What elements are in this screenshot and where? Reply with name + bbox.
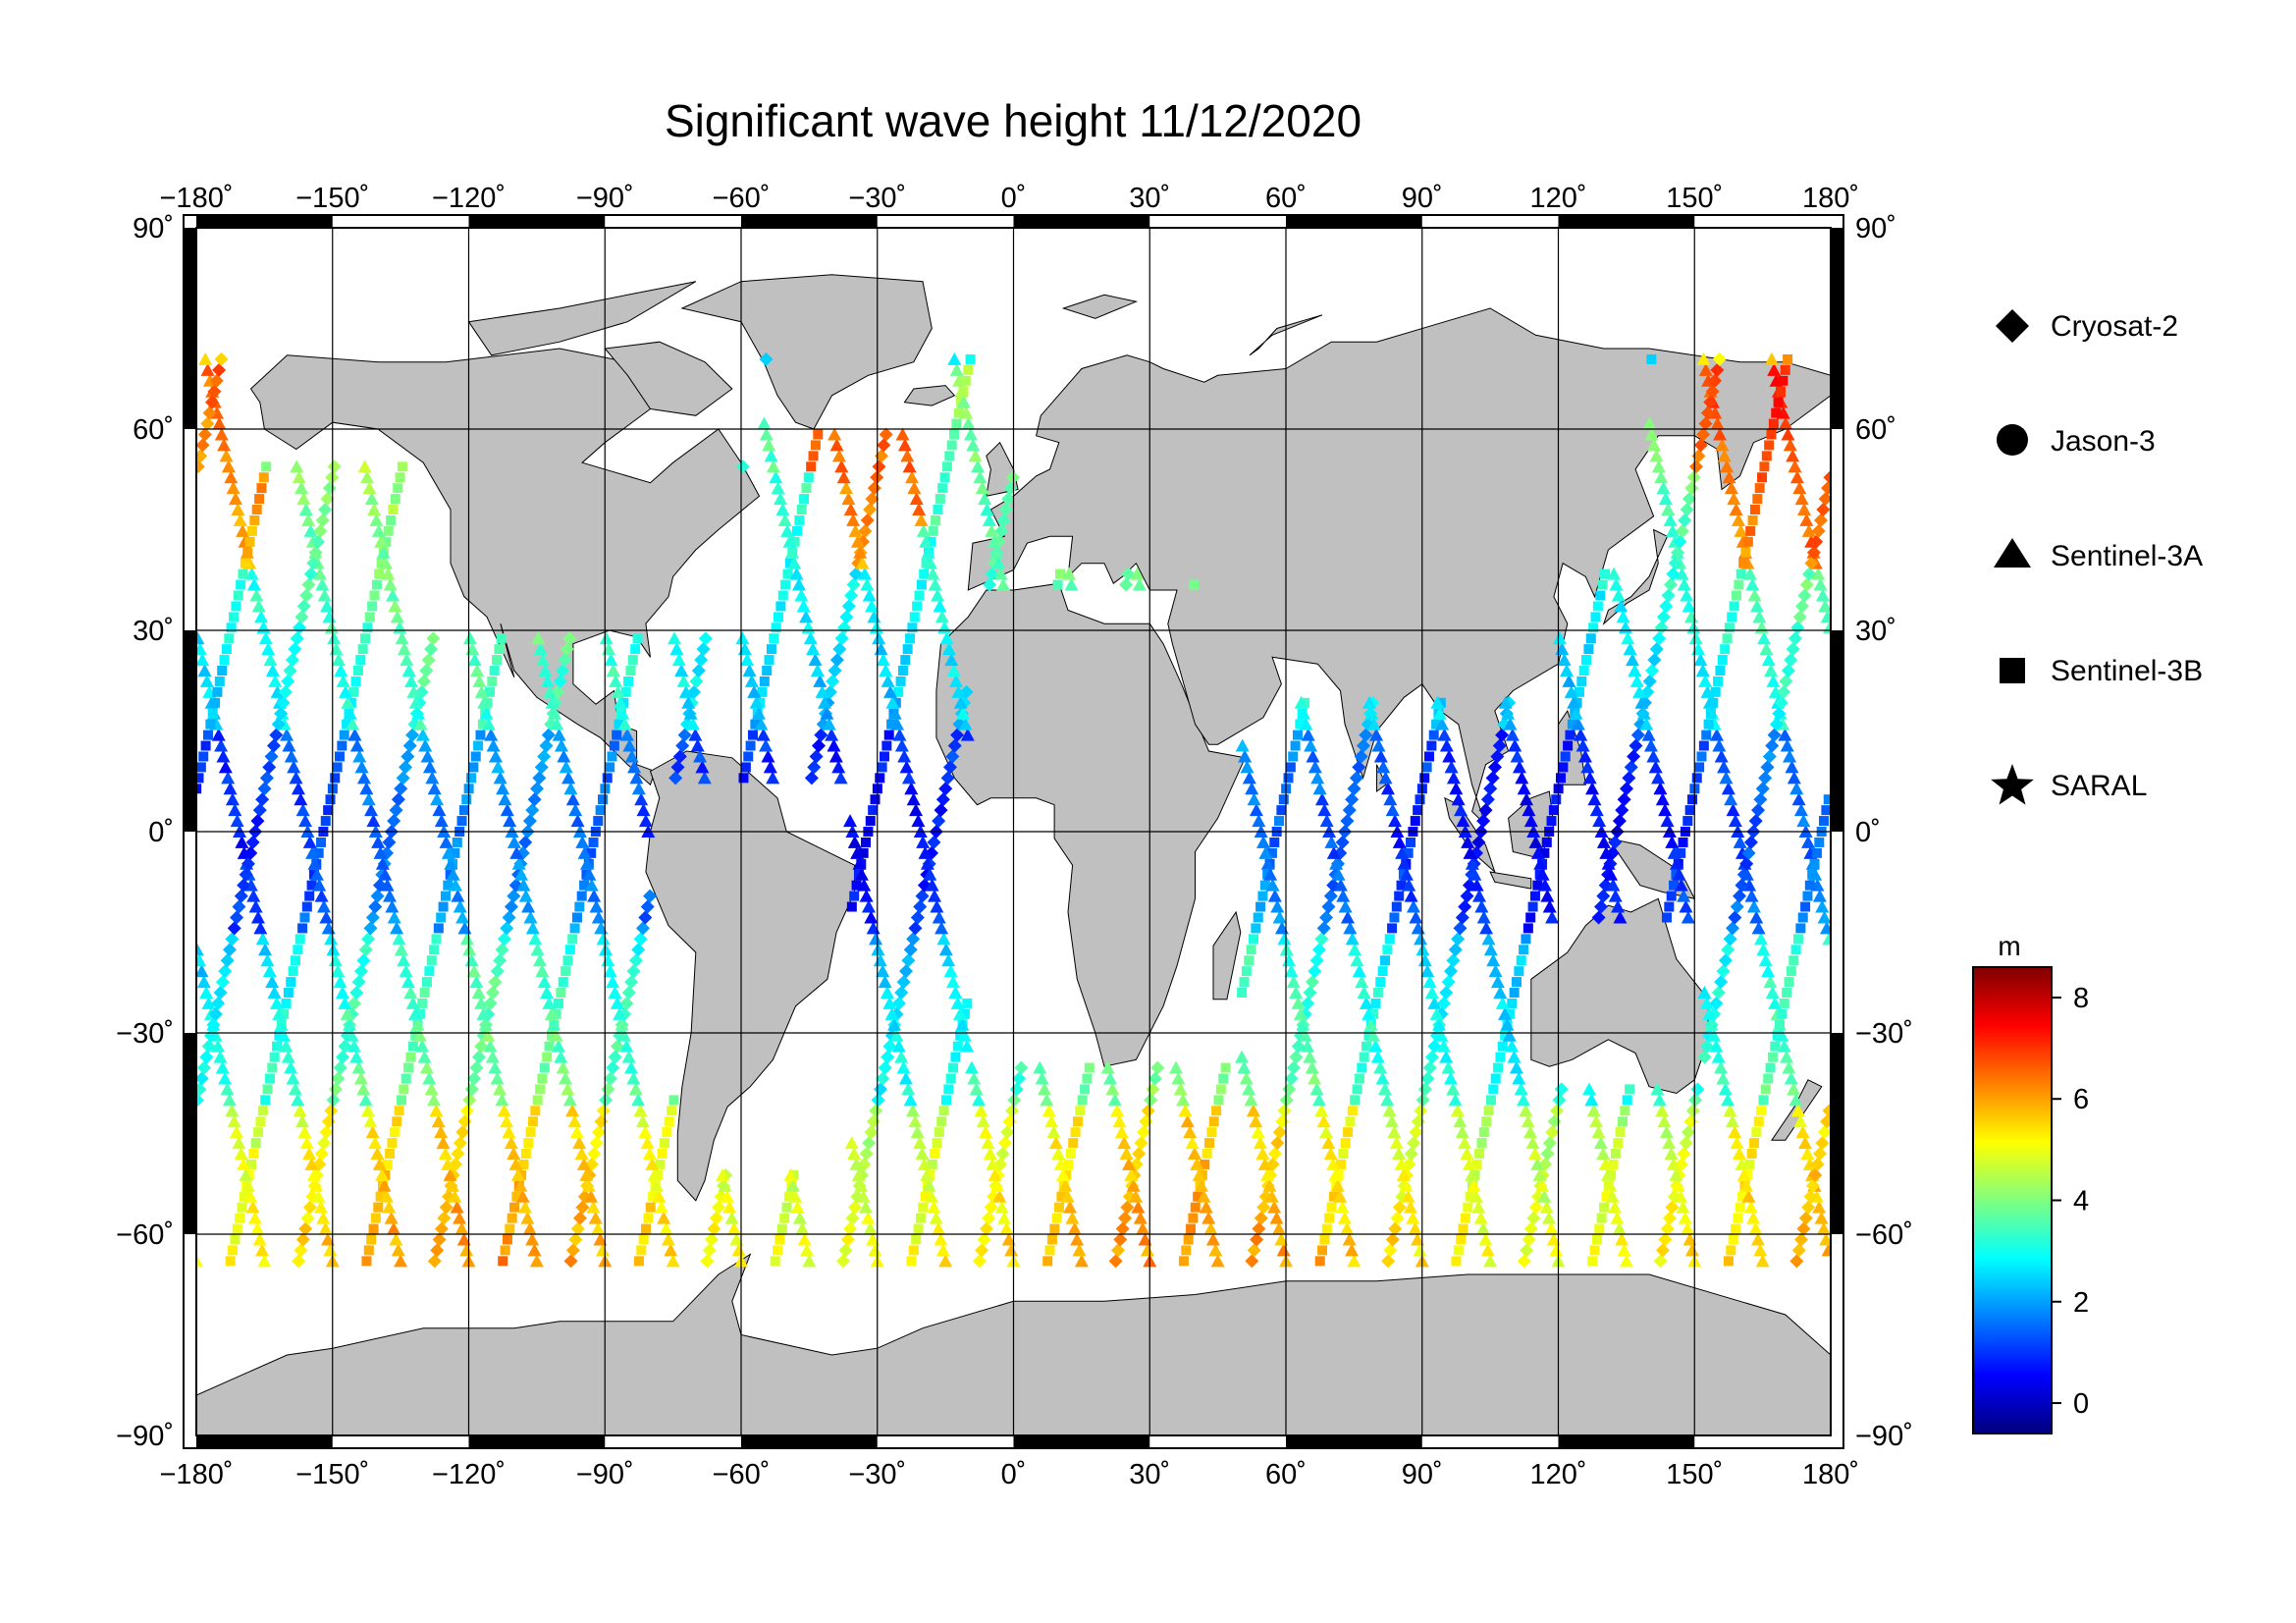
legend-item-saral: SARAL <box>1991 764 2147 805</box>
chart-title: Significant wave height 11/12/2020 <box>665 95 1362 146</box>
frame-segment-bottom <box>741 1435 878 1448</box>
frame-segment-right <box>1831 630 1843 832</box>
land-greenland <box>680 274 933 430</box>
frame-segment-bottom <box>468 1435 606 1448</box>
legend-label-sentinel-3a: Sentinel-3A <box>2051 540 2203 572</box>
legend-item-cryosat-2: Cryosat-2 <box>1996 309 2178 343</box>
frame-segment-top <box>741 215 878 228</box>
legend-label-cryosat-2: Cryosat-2 <box>2051 310 2178 343</box>
legend-label-sentinel-3b: Sentinel-3B <box>2051 655 2203 687</box>
lon-tick-label-bottom: 90˚ <box>1402 1459 1443 1490</box>
frame-segment-top <box>1558 215 1695 228</box>
colorbar-tick-label: 0 <box>2073 1388 2089 1420</box>
land-novaya-zemlya <box>1249 314 1323 356</box>
legend-item-sentinel-3a: Sentinel-3A <box>1994 538 2203 572</box>
lon-tick-label-bottom: 60˚ <box>1265 1459 1307 1490</box>
triangle-marker-icon <box>1994 538 2031 568</box>
lon-tick-label-bottom: −30˚ <box>848 1459 906 1490</box>
lon-tick-label-bottom: −120˚ <box>432 1459 506 1490</box>
land-canadian-archipelago <box>467 281 697 356</box>
lat-tick-label-right: 0˚ <box>1855 817 1881 848</box>
lat-tick-label-left: −30˚ <box>116 1018 174 1050</box>
frame-segment-top <box>196 215 333 228</box>
lon-tick-label-top: −120˚ <box>432 183 506 214</box>
colorbar: m 0 2 4 6 8 <box>1972 931 2089 1434</box>
lat-tick-label-right: 30˚ <box>1855 616 1896 647</box>
frame-segment-bottom <box>196 1435 333 1448</box>
land-svalbard <box>1061 294 1139 319</box>
lat-tick-label-right: −30˚ <box>1855 1018 1913 1050</box>
satellite-tracks <box>196 352 1831 1269</box>
colorbar-tick-label: 2 <box>2073 1287 2089 1319</box>
lon-tick-label-top: −150˚ <box>295 183 369 214</box>
lat-tick-label-left: 60˚ <box>133 414 174 446</box>
frame-segment-top <box>1013 215 1150 228</box>
lon-tick-label-bottom: 120˚ <box>1529 1459 1586 1490</box>
lat-tick-label-left: −60˚ <box>116 1219 174 1251</box>
frame-segment-right <box>1831 228 1843 429</box>
lon-tick-label-bottom: 30˚ <box>1129 1459 1170 1490</box>
frame-segment-left <box>184 630 196 832</box>
lat-tick-label-right: −90˚ <box>1855 1421 1913 1452</box>
lon-tick-label-bottom: −150˚ <box>295 1459 369 1490</box>
star-marker-icon <box>1991 764 2034 805</box>
lon-tick-label-top: −90˚ <box>576 183 634 214</box>
lon-tick-label-top: −60˚ <box>713 183 771 214</box>
land-java <box>1489 871 1532 890</box>
legend-item-jason-3: Jason-3 <box>1997 424 2156 458</box>
lon-tick-label-top: 180˚ <box>1802 183 1859 214</box>
lon-tick-label-top: −180˚ <box>160 183 234 214</box>
lon-tick-label-bottom: 150˚ <box>1666 1459 1723 1490</box>
lon-tick-label-top: −30˚ <box>848 183 906 214</box>
frame-segment-bottom <box>1013 1435 1150 1448</box>
lon-tick-label-top: 90˚ <box>1402 183 1443 214</box>
frame-segment-top <box>468 215 606 228</box>
colorbar-unit-label: m <box>1998 931 2020 961</box>
frame-segment-left <box>184 1033 196 1234</box>
lon-tick-label-bottom: −60˚ <box>713 1459 771 1490</box>
lat-tick-label-left: 0˚ <box>148 817 174 848</box>
lon-tick-label-bottom: −180˚ <box>160 1459 234 1490</box>
lon-tick-label-bottom: 180˚ <box>1802 1459 1859 1490</box>
colorbar-tick-label: 6 <box>2073 1084 2089 1115</box>
lon-tick-label-top: 150˚ <box>1666 183 1723 214</box>
lon-tick-label-bottom: 0˚ <box>1001 1459 1027 1490</box>
colorbar-ticks: 0 2 4 6 8 <box>2052 983 2089 1420</box>
satellite-legend: Cryosat-2 Jason-3 Sentinel-3A Sentinel-3… <box>1991 309 2203 805</box>
land-baffin-island <box>604 341 733 416</box>
lon-tick-label-top: 0˚ <box>1001 183 1027 214</box>
legend-item-sentinel-3b: Sentinel-3B <box>2000 655 2203 687</box>
map-frame <box>183 214 1844 1449</box>
colorbar-gradient <box>1972 966 2053 1434</box>
lat-tick-label-left: 30˚ <box>133 616 174 647</box>
legend-label-jason-3: Jason-3 <box>2051 425 2156 458</box>
lat-tick-label-right: −60˚ <box>1855 1219 1913 1251</box>
lat-tick-label-left: −90˚ <box>116 1421 174 1452</box>
diamond-marker-icon <box>1996 309 2029 343</box>
circle-marker-icon <box>1997 424 2028 456</box>
frame-outline <box>183 214 1844 1449</box>
legend-label-saral: SARAL <box>2051 770 2147 802</box>
lat-tick-label-right: 60˚ <box>1855 414 1896 446</box>
lon-tick-label-top: 60˚ <box>1265 183 1307 214</box>
lon-tick-label-top: 120˚ <box>1529 183 1586 214</box>
lat-tick-label-right: 90˚ <box>1855 213 1896 244</box>
lon-tick-label-top: 30˚ <box>1129 183 1170 214</box>
colorbar-tick-label: 4 <box>2073 1186 2089 1217</box>
land-madagascar <box>1212 910 1242 1001</box>
frame-segment-bottom <box>1286 1435 1422 1448</box>
land-iceland <box>903 385 956 406</box>
land-north-america <box>249 348 761 786</box>
land-south-america <box>645 750 856 1202</box>
lon-tick-label-bottom: −90˚ <box>576 1459 634 1490</box>
frame-segment-right <box>1831 1033 1843 1234</box>
square-marker-icon <box>2000 658 2025 683</box>
colorbar-tick-label: 8 <box>2073 983 2089 1014</box>
lat-tick-label-left: 90˚ <box>133 213 174 244</box>
frame-segment-top <box>1286 215 1422 228</box>
frame-segment-left <box>184 228 196 429</box>
frame-segment-bottom <box>1558 1435 1695 1448</box>
axis-tick-labels: −180˚ −180˚ −150˚ −150˚ −120˚ −120˚ −90˚ −90˚ −6… <box>116 183 1913 1490</box>
